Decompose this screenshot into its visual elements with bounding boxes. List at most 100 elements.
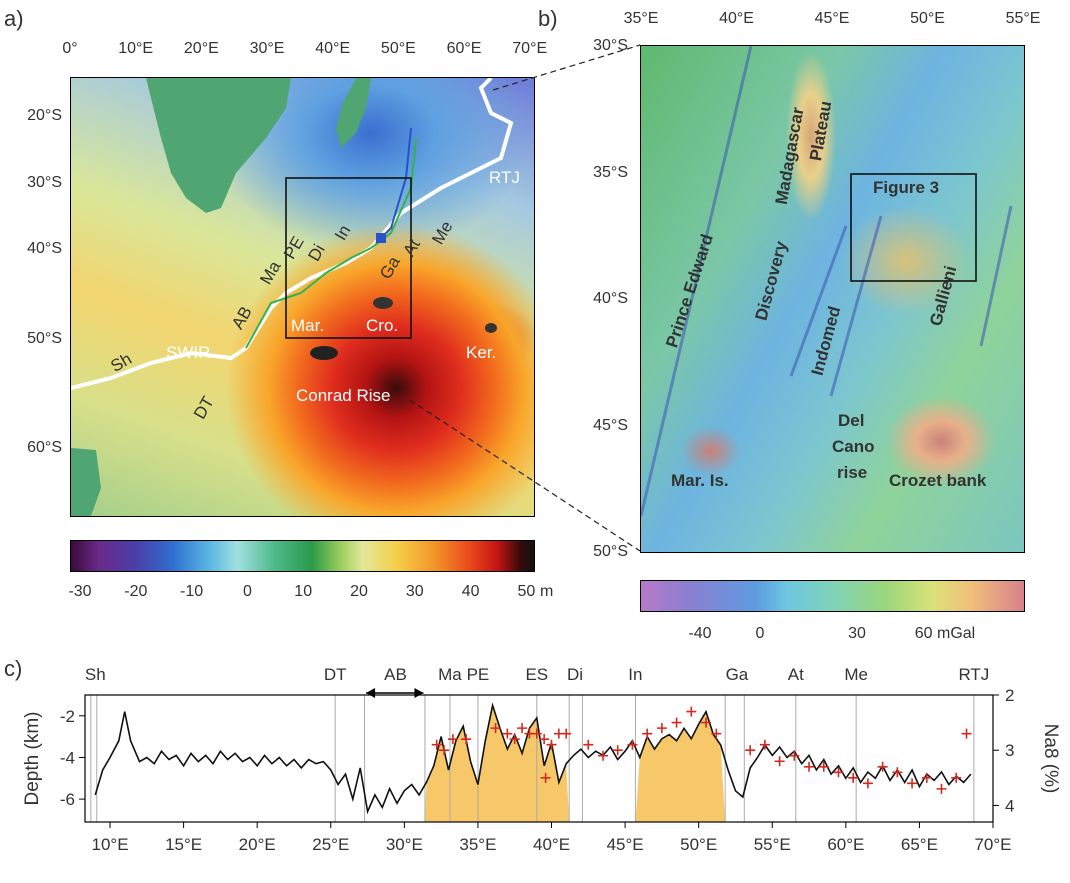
x-tick-label: 15°E	[165, 835, 202, 854]
na8-point	[627, 739, 638, 750]
panel-a-lat-tick: 60°S	[27, 439, 62, 456]
panel-a-lat-tick: 40°S	[27, 240, 62, 257]
panel-a-colorbar-tick: -10	[180, 583, 204, 600]
x-tick-label: 20°E	[239, 835, 276, 854]
panel-b-lon-tick: 55°E	[1005, 10, 1041, 27]
label-conrad-rise: Conrad Rise	[296, 386, 391, 405]
panel-a-lon-tick: 10°E	[118, 40, 154, 57]
panel-b-colorbar-tick: 30	[848, 625, 866, 642]
segment-label: AB	[384, 665, 407, 684]
na8-point	[531, 728, 542, 739]
panel-a-lon-tick: 50°E	[380, 40, 416, 57]
segment-label: Ma	[438, 665, 462, 684]
label-rtj: RTJ	[489, 168, 520, 187]
panel-a-lon-tick: 40°E	[315, 40, 351, 57]
na8-point	[848, 772, 859, 783]
na8-point	[745, 745, 756, 756]
y2-tick-label: 2	[1005, 686, 1014, 705]
label-ker: Ker.	[466, 343, 497, 362]
label-rise: rise	[837, 463, 868, 482]
x-tick-label: 55°E	[754, 835, 791, 854]
na8-point	[804, 761, 815, 772]
panel-a-lat-tick: 50°S	[27, 330, 62, 347]
swir-ridge	[71, 78, 514, 390]
panel-b-colorbar-tick: 60 mGal	[914, 625, 976, 642]
na8-point	[546, 739, 557, 750]
na8-point	[439, 745, 450, 756]
panel-b-lon-tick: 45°E	[814, 10, 850, 27]
na8-point	[892, 767, 903, 778]
x-tick-label: 35°E	[459, 835, 496, 854]
na8-point	[490, 723, 501, 734]
na8-point	[612, 745, 623, 756]
panel-a-lat-tick: 20°S	[27, 107, 62, 124]
na8-point	[502, 728, 513, 739]
na8-point	[701, 717, 712, 728]
panel-a-colorbar-tick: 40	[461, 583, 480, 600]
segment-label: DT	[324, 665, 347, 684]
figure3-box	[850, 173, 977, 282]
na8-point	[583, 739, 594, 750]
na8-point	[561, 728, 572, 739]
segment-label: Me	[844, 665, 868, 684]
na8-point	[686, 706, 697, 717]
madagascar-landmass	[336, 78, 371, 148]
na8-point	[961, 728, 972, 739]
panel-a-lon-tick: 20°E	[183, 40, 219, 57]
label-cro: Cro.	[366, 316, 399, 335]
y-axis-label: Depth (km)	[22, 712, 43, 806]
y-tick-label: -6	[60, 790, 75, 809]
panel-b-colorbar-tick: 0	[755, 625, 765, 642]
segment-label: At	[788, 665, 804, 684]
na8-point	[774, 756, 785, 767]
segment-label: Di	[567, 665, 583, 684]
na8-point	[759, 739, 770, 750]
segment-label: RTJ	[958, 665, 989, 684]
na8-point	[656, 723, 667, 734]
depth-series-line	[94, 702, 972, 815]
na8-point	[598, 750, 609, 761]
profile-track	[245, 137, 417, 349]
panel-a-colorbar-tick: 20	[350, 583, 368, 600]
panel-a-lon-tick: 0°	[62, 40, 78, 57]
panel-a-colorbar-tick: 0	[242, 583, 252, 600]
na8-point	[936, 783, 947, 794]
x-tick-label: 10°E	[91, 835, 128, 854]
na8-point	[789, 750, 800, 761]
segment-label: PE	[467, 665, 490, 684]
x-tick-label: 40°E	[533, 835, 570, 854]
panel-a-colorbar-tick: 10	[294, 583, 313, 600]
panel-b-lon-tick: 35°E	[623, 10, 659, 27]
na8-point	[539, 734, 550, 745]
shaded-segment	[424, 705, 570, 822]
na8-point	[517, 723, 528, 734]
panel-b-label: b)	[538, 6, 558, 31]
panel-b-lon-tick: 50°E	[910, 10, 945, 27]
na8-point	[711, 728, 722, 739]
panel-b-colorbar	[640, 580, 1025, 612]
x-tick-label: 25°E	[312, 835, 349, 854]
antarctica-landmass	[71, 448, 101, 516]
label-crozet-bank: Crozet bank	[889, 471, 987, 490]
x-tick-label: 45°E	[607, 835, 644, 854]
shaded-segment	[635, 711, 726, 822]
panel-a-lon-tick: 30°E	[249, 40, 285, 57]
y-tick-label: -2	[60, 707, 75, 726]
na8-point	[877, 761, 888, 772]
x-tick-label: 65°E	[901, 835, 938, 854]
na8-point	[671, 717, 682, 728]
panel-a-label: a)	[4, 6, 24, 31]
na8-point	[540, 772, 551, 783]
panel-a-colorbar-tick: -30	[68, 583, 92, 600]
chart-frame	[84, 694, 994, 823]
na8-point	[921, 772, 932, 783]
na8-point	[907, 778, 918, 789]
panel-c-label: c)	[4, 656, 23, 681]
x-tick-label: 70°E	[974, 835, 1011, 854]
panel-a-colorbar-tick: 50	[517, 583, 536, 600]
label-del: Del	[838, 411, 865, 430]
segment-label: In	[628, 665, 642, 684]
y2-axis-label: Na8 (%)	[1040, 724, 1061, 794]
panel-b-lat-tick: 35°S	[593, 163, 628, 181]
x-tick-label: 60°E	[827, 835, 864, 854]
